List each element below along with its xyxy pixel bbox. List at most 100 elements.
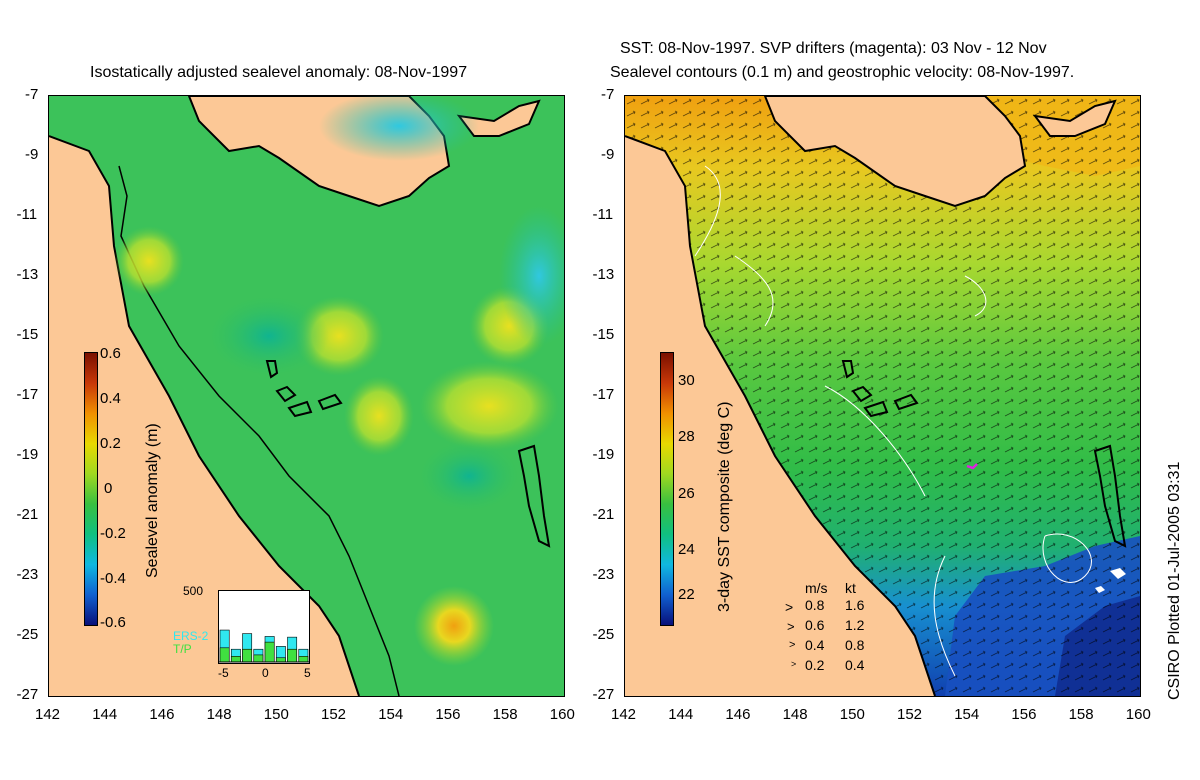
southeast-islands (1095, 568, 1126, 593)
left-xtick-label: 160 (549, 706, 575, 723)
left-cbar-tick-5: -0.4 (100, 570, 126, 587)
right-cbar-tick-3: 24 (678, 541, 695, 558)
inset-max-label: 500 (183, 584, 204, 598)
new-caledonia-reef (517, 444, 551, 548)
right-xtick-label: 142 (611, 706, 637, 723)
anomaly-low-north (319, 96, 479, 161)
inset-bar-tp (253, 654, 264, 663)
left-ytick-label: -19 (16, 446, 39, 463)
plot-credit: CSIRO Plotted 01-Jul-2005 03:31 (1166, 461, 1183, 700)
anomaly-high-153e (344, 376, 414, 456)
inset-bar-tp (275, 657, 286, 663)
sst-reef-islands (841, 360, 919, 418)
right-ytick-label: -27 (592, 686, 615, 703)
velocity-legend: m/s kt > 0.8 1.6 > 0.6 1.2 > 0.4 0.8 > 0… (785, 580, 875, 673)
right-ytick-label: -25 (592, 626, 615, 643)
track-count-inset (218, 590, 310, 664)
right-cbar-tick-2: 26 (678, 485, 695, 502)
shelf-edge-contour (118, 165, 400, 696)
inset-bar-tp (264, 641, 275, 663)
sst-australia-coastline (625, 135, 936, 696)
legend-kt-0: 1.6 (845, 597, 865, 613)
anomaly-high-145e (114, 226, 184, 296)
legend-kt-3: 0.4 (845, 657, 865, 673)
left-xtick-label: 154 (378, 706, 404, 723)
legend-kt-2: 0.8 (845, 637, 865, 653)
vector-arrow-icon: > (785, 599, 794, 615)
anomaly-high-156e (414, 586, 494, 666)
sealevel-contours (694, 165, 1092, 677)
right-ytick-label: -17 (592, 386, 615, 403)
legend-header-kt: kt (845, 580, 856, 596)
right-colorbar-label: 3-day SST composite (deg C) (716, 401, 733, 612)
right-panel-title-line1: SST: 08-Nov-1997. SVP drifters (magenta)… (620, 40, 1047, 57)
anomaly-low-center (209, 296, 329, 376)
left-xtick-label: 146 (149, 706, 175, 723)
right-ytick-label: -21 (592, 506, 615, 523)
inset-bar-tp (230, 656, 241, 663)
right-xtick-label: 154 (954, 706, 980, 723)
right-ytick-label: -19 (592, 446, 615, 463)
right-xtick-label: 158 (1068, 706, 1094, 723)
inset-xtick-1: 0 (262, 666, 269, 680)
inset-bar-tp (242, 648, 253, 663)
inset-legend-ers2: ERS-2 (173, 629, 209, 643)
right-cbar-tick-4: 22 (678, 586, 695, 603)
inset-bar-tp (287, 648, 298, 663)
inset-bar-tp (219, 647, 230, 663)
left-ytick-label: -25 (16, 626, 39, 643)
right-xtick-label: 160 (1125, 706, 1151, 723)
right-ytick-label: -11 (592, 206, 614, 223)
left-colorbar (84, 352, 98, 626)
inset-legend-tp: T/P (173, 642, 192, 656)
reef-islands (265, 360, 343, 418)
left-ytick-label: -15 (16, 326, 39, 343)
left-ytick-label: -13 (16, 266, 39, 283)
left-xtick-label: 150 (263, 706, 289, 723)
left-ytick-label: -11 (16, 206, 38, 223)
right-xtick-label: 144 (668, 706, 694, 723)
right-ytick-label: -15 (592, 326, 615, 343)
right-ytick-label: -23 (592, 566, 615, 583)
legend-ms-0: 0.8 (805, 597, 825, 613)
right-xtick-label: 146 (725, 706, 751, 723)
legend-ms-1: 0.6 (805, 617, 825, 633)
left-ytick-label: -23 (16, 566, 39, 583)
left-colorbar-label: Sealevel anomaly (m) (144, 423, 161, 578)
right-cbar-tick-1: 28 (678, 428, 695, 445)
inset-chart-svg (219, 629, 309, 663)
vector-arrow-icon: > (789, 639, 796, 651)
left-xtick-label: 142 (35, 706, 61, 723)
sst-map-svg (625, 96, 1140, 696)
anomaly-low-east (499, 206, 564, 346)
vector-arrow-icon: > (791, 659, 797, 669)
left-cbar-tick-2: 0.2 (100, 435, 121, 452)
legend-ms-3: 0.2 (805, 657, 825, 673)
right-panel-title-line2: Sealevel contours (0.1 m) and geostrophi… (610, 64, 1075, 81)
inset-xtick-0: -5 (218, 666, 229, 680)
left-xtick-label: 148 (206, 706, 232, 723)
sst-new-guinea-land (763, 96, 1027, 208)
sst-new-caledonia-reef (1093, 444, 1127, 548)
left-cbar-tick-1: 0.4 (100, 390, 121, 407)
new-britain-land (456, 99, 541, 137)
anomaly-high-157e (419, 361, 559, 451)
right-xtick-label: 148 (782, 706, 808, 723)
left-ytick-label: -9 (25, 146, 39, 163)
left-cbar-tick-0: 0.6 (100, 345, 121, 362)
left-panel-title: Isostatically adjusted sealevel anomaly:… (90, 64, 468, 81)
sst-south-land-cover (625, 136, 935, 696)
inset-xtick-2: 5 (304, 666, 311, 680)
inset-bar-tp (298, 656, 309, 663)
right-colorbar (660, 352, 674, 626)
right-ytick-label: -13 (592, 266, 615, 283)
left-cbar-tick-6: -0.6 (100, 614, 126, 631)
sst-new-britain-land (1032, 99, 1117, 137)
left-xtick-label: 156 (435, 706, 461, 723)
anomaly-low-south (419, 441, 519, 511)
right-xtick-label: 152 (897, 706, 923, 723)
legend-header-ms: m/s (805, 580, 828, 596)
left-cbar-tick-3: 0 (104, 480, 113, 497)
left-ytick-label: -17 (16, 386, 39, 403)
right-xtick-label: 150 (839, 706, 865, 723)
